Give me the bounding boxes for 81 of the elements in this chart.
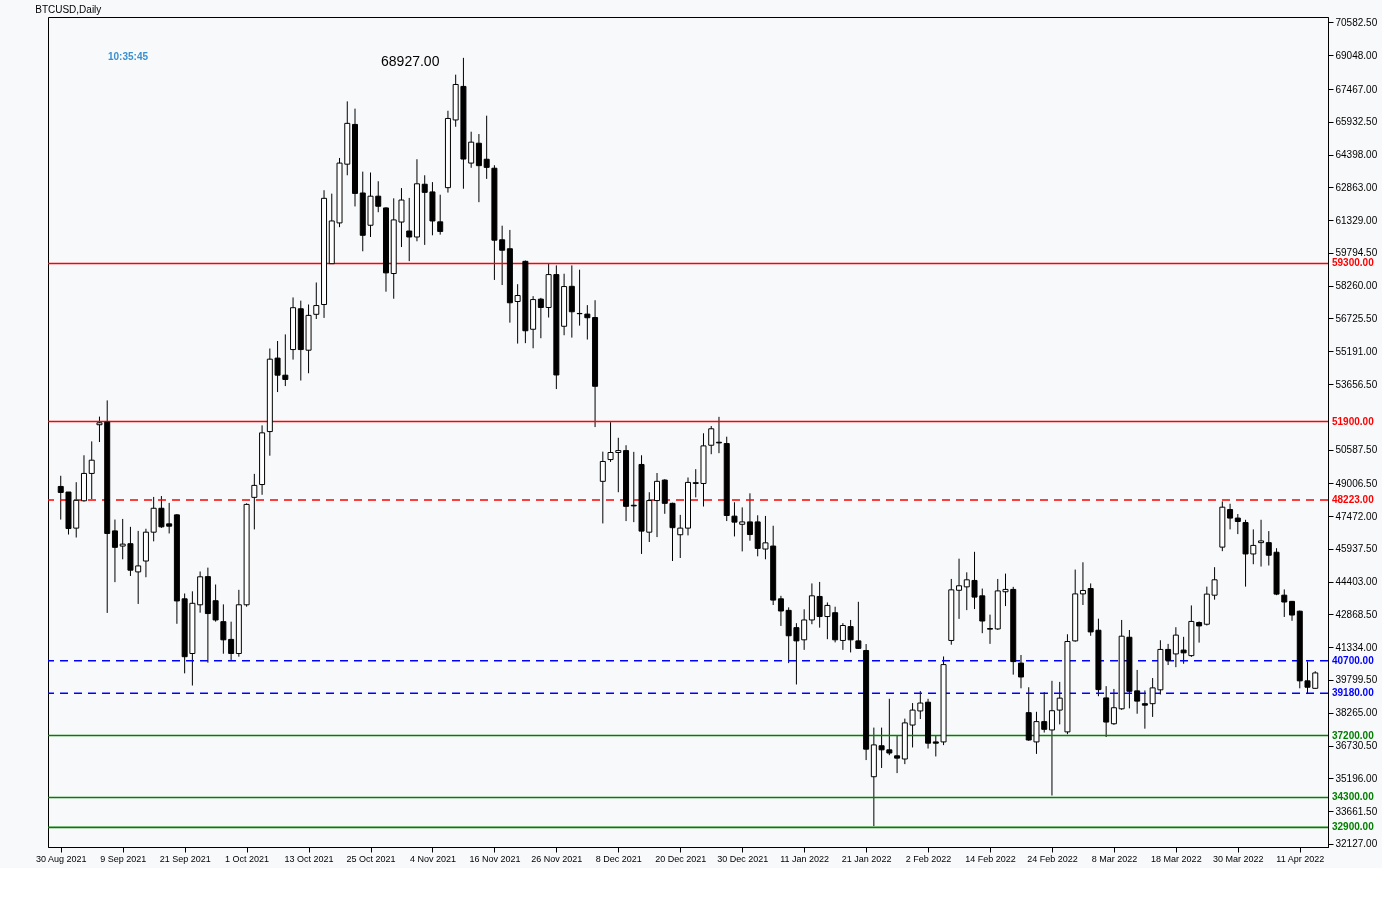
x-tick-label: 20 Dec 2021 — [655, 853, 707, 864]
candlestick — [483, 115, 490, 180]
x-tick-label: 26 Nov 2021 — [531, 853, 583, 864]
x-tick-label: 18 Mar 2022 — [1151, 853, 1202, 864]
x-tick-label: 21 Sep 2021 — [159, 853, 211, 864]
candlestick — [956, 558, 963, 620]
candlestick — [654, 472, 661, 538]
candlestick — [313, 281, 320, 320]
candlestick — [1079, 561, 1086, 606]
candlestick — [406, 197, 413, 262]
y-tick-label: 69048.00 — [1335, 49, 1378, 61]
candlestick — [1110, 688, 1117, 726]
ref-line-label: 37200.00 — [1332, 729, 1375, 741]
x-tick-label: 11 Apr 2022 — [1276, 853, 1325, 864]
y-tick-label: 53656.50 — [1335, 378, 1378, 390]
y-tick-label: 55191.00 — [1335, 345, 1378, 357]
y-tick-label: 58260.00 — [1335, 280, 1378, 292]
y-tick-label: 70582.50 — [1335, 17, 1378, 28]
ref-line-label: 51900.00 — [1332, 415, 1375, 427]
y-tick-label: 35196.00 — [1335, 772, 1378, 784]
y-tick-label: 49006.50 — [1335, 477, 1378, 489]
candlestick — [1258, 519, 1265, 568]
candlestick — [251, 473, 258, 530]
x-tick-label: 11 Jan 2022 — [780, 853, 830, 864]
x-tick-label: 14 Feb 2022 — [965, 853, 1016, 864]
y-tick-label: 44403.00 — [1335, 576, 1378, 588]
x-tick-label: 24 Feb 2022 — [1027, 853, 1078, 864]
candlestick — [1048, 680, 1055, 797]
x-tick-label: 9 Sep 2021 — [100, 853, 147, 864]
candlestick — [88, 440, 95, 500]
ref-line-label: 48223.00 — [1332, 494, 1375, 506]
y-tick-label: 41334.00 — [1335, 641, 1378, 653]
ref-line-label: 32900.00 — [1332, 821, 1375, 833]
candlestick — [855, 601, 862, 650]
candlestick — [111, 519, 118, 583]
ref-line-label: 34300.00 — [1332, 791, 1375, 803]
candlestick — [715, 416, 722, 454]
y-tick-label: 47472.00 — [1335, 510, 1378, 522]
candlestick — [1017, 654, 1024, 689]
y-tick-label: 42868.50 — [1335, 608, 1378, 620]
candlestick — [894, 735, 901, 774]
y-tick-label: 59794.50 — [1335, 247, 1378, 259]
y-tick-label: 67467.00 — [1335, 83, 1378, 95]
y-tick-label: 64398.00 — [1335, 149, 1378, 161]
chart-title: BTCUSD,Daily — [35, 4, 102, 15]
x-tick-label: 8 Mar 2022 — [1091, 853, 1138, 864]
x-tick-label: 2 Feb 2022 — [905, 853, 952, 864]
x-tick-label: 13 Oct 2021 — [284, 853, 334, 864]
y-tick-label: 32127.00 — [1335, 838, 1378, 850]
x-tick-label: 4 Nov 2021 — [409, 853, 456, 864]
x-tick-label: 30 Dec 2021 — [717, 853, 769, 864]
x-tick-label: 8 Dec 2021 — [595, 853, 642, 864]
y-tick-label: 50587.50 — [1335, 444, 1378, 456]
candlestick — [1227, 503, 1234, 530]
ref-line-label: 59300.00 — [1332, 257, 1375, 269]
candlestick — [475, 133, 482, 203]
ref-line-label: 40700.00 — [1332, 654, 1375, 666]
x-tick-label: 25 Oct 2021 — [346, 853, 396, 864]
x-tick-label: 21 Jan 2022 — [841, 853, 892, 864]
y-tick-label: 61329.00 — [1335, 214, 1378, 226]
y-tick-label: 33661.50 — [1335, 805, 1378, 817]
annotation: 10:35:45 — [107, 51, 149, 62]
ref-line-label: 39180.00 — [1332, 687, 1375, 699]
y-tick-label: 56725.50 — [1335, 312, 1378, 324]
x-tick-label: 1 Oct 2021 — [225, 853, 270, 864]
y-tick-label: 65932.50 — [1335, 116, 1378, 128]
candlestick — [987, 614, 994, 645]
x-tick-label: 30 Mar 2022 — [1213, 853, 1264, 864]
y-tick-label: 62863.00 — [1335, 181, 1378, 193]
candlestick — [777, 595, 784, 627]
candlestick — [599, 451, 606, 524]
y-tick-label: 39799.50 — [1335, 674, 1378, 686]
y-tick-label: 38265.00 — [1335, 707, 1378, 719]
x-tick-label: 16 Nov 2021 — [469, 853, 521, 864]
annotation: 68927.00 — [381, 53, 440, 69]
x-tick-label: 30 Aug 2021 — [35, 853, 87, 864]
candlestick — [746, 492, 753, 542]
candlestick — [1281, 588, 1288, 618]
candlestick — [1234, 513, 1241, 535]
y-tick-label: 36730.50 — [1335, 740, 1378, 752]
y-tick-label: 45937.50 — [1335, 543, 1378, 555]
